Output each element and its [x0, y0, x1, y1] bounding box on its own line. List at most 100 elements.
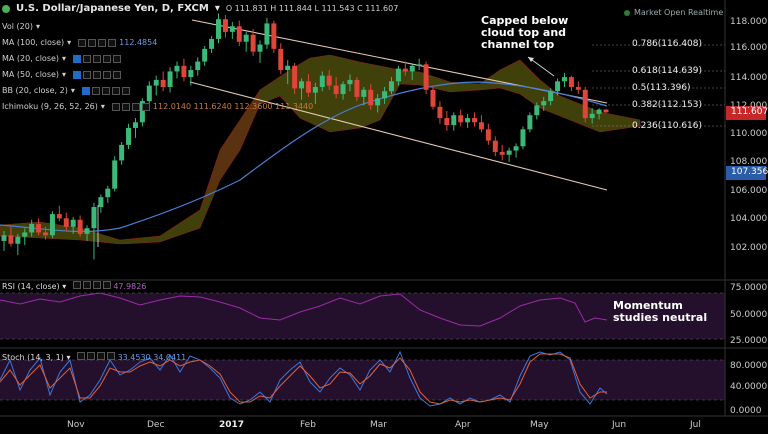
rsi-band — [0, 293, 725, 339]
ichimoku-cloud — [0, 54, 641, 245]
indicator-controls[interactable] — [81, 86, 130, 95]
candle-body — [153, 79, 159, 86]
chevron-down-icon[interactable]: ▾ — [214, 3, 220, 14]
rsi-tick: 75.0000 — [730, 283, 768, 293]
candle-body — [395, 68, 401, 82]
stoch-band — [0, 360, 725, 400]
candle-body — [126, 127, 132, 145]
indicator-controls[interactable] — [77, 352, 116, 360]
candle-body — [409, 65, 415, 72]
price-tick: 116.000 — [730, 43, 768, 53]
chevron-down-icon[interactable]: ▾ — [100, 102, 105, 111]
indicator-label: Ichimoku (9, 26, 52, 26) — [2, 102, 98, 111]
fib-level-label: 0.618(114.639) — [632, 66, 703, 76]
candle-body — [340, 84, 346, 95]
candle-body — [1, 235, 7, 241]
candle-body — [513, 146, 519, 151]
market-status-label: Market Open Realtime — [634, 8, 724, 17]
indicator-row-bb[interactable]: BB (20, close, 2) ▾ — [2, 86, 130, 95]
indicator-controls[interactable] — [72, 281, 111, 289]
annotation-momentum: Momentum studies neutral — [613, 299, 708, 324]
chevron-down-icon[interactable]: ▾ — [67, 38, 72, 47]
market-status: Market Open Realtime — [624, 8, 723, 17]
candle-body — [603, 109, 609, 113]
candle-body — [174, 65, 180, 72]
market-open-icon — [624, 9, 630, 16]
candle-body — [271, 23, 277, 49]
stoch-tick: 0.0000 — [730, 406, 762, 416]
candle-body — [520, 129, 526, 147]
ma-price-tag: 107.356 — [731, 167, 768, 177]
candle-body — [236, 26, 242, 42]
indicator-row-vol[interactable]: Vol (20) ▾ — [2, 22, 40, 31]
price-tick: 102.000 — [730, 243, 768, 253]
price-tick: 104.000 — [730, 214, 768, 224]
candle-body — [423, 64, 429, 90]
candle-body — [29, 223, 35, 233]
rsi-line — [0, 292, 608, 327]
indicator-controls[interactable] — [111, 102, 150, 111]
chevron-down-icon[interactable]: ▾ — [62, 54, 67, 63]
chevron-down-icon[interactable]: ▾ — [35, 22, 40, 31]
month-label: Dec — [147, 420, 165, 430]
current-price-tag: 111.607 — [731, 107, 768, 117]
candle-body — [568, 77, 574, 87]
channel-bottom — [189, 81, 608, 191]
indicator-row-ma100[interactable]: MA (100, close) ▾ 112.4854 — [2, 38, 157, 47]
symbol-name[interactable]: U.S. Dollar/Japanese Yen, D, FXCM — [16, 3, 209, 14]
indicator-controls[interactable] — [73, 54, 122, 63]
candle-body — [243, 34, 249, 42]
candle-body — [70, 219, 76, 227]
rsi-tick: 50.0000 — [730, 310, 768, 320]
candle-body — [250, 34, 256, 52]
candle-body — [257, 44, 263, 52]
candle-body — [181, 65, 187, 78]
candle-body — [305, 81, 311, 93]
candle-body — [416, 64, 422, 66]
month-label: Jun — [612, 420, 627, 430]
candle-body — [98, 197, 104, 208]
candle-body — [361, 89, 367, 97]
indicator-value: 112.4854 — [119, 38, 158, 47]
indicator-row-ichimoku[interactable]: Ichimoku (9, 26, 52, 26) ▾ 112.0140 111.6… — [2, 102, 313, 111]
candle-body — [444, 118, 450, 126]
stoch-k-line — [0, 350, 608, 407]
candle-body — [49, 214, 55, 236]
candle-body — [36, 223, 42, 233]
candle-body — [582, 89, 588, 119]
indicator-row-ma20[interactable]: MA (20, close) ▾ — [2, 54, 122, 63]
candle-body — [437, 106, 443, 119]
chevron-down-icon[interactable]: ▾ — [62, 282, 67, 291]
price-tick: 112.000 — [730, 101, 768, 111]
candle-body — [160, 79, 166, 87]
indicator-controls[interactable] — [73, 70, 122, 79]
candle-body — [264, 23, 270, 45]
candle-body — [451, 115, 457, 126]
candle-body — [326, 75, 332, 86]
candle-body — [167, 71, 173, 87]
candle-body — [347, 79, 353, 85]
chevron-down-icon[interactable]: ▾ — [62, 70, 67, 79]
indicator-label: MA (20, close) — [2, 54, 60, 63]
month-label: May — [530, 420, 549, 430]
indicator-row-ma50[interactable]: MA (50, close) ▾ — [2, 70, 122, 79]
candle-body — [492, 140, 498, 152]
candle-body — [319, 75, 325, 87]
candle-body — [202, 48, 208, 62]
candle-body — [555, 81, 561, 92]
candle-body — [368, 89, 374, 106]
month-label: 2017 — [219, 420, 245, 430]
candle-body — [312, 86, 318, 93]
chevron-down-icon[interactable]: ▾ — [70, 86, 75, 95]
stoch-legend[interactable]: Stoch (14, 3, 1) ▾ 33.4530 34.0411 — [2, 352, 187, 362]
chevron-down-icon[interactable]: ▾ — [66, 353, 71, 362]
candle-body — [285, 65, 291, 71]
rsi-legend[interactable]: RSI (14, close) ▾ 47.9826 — [2, 281, 147, 291]
candle-body — [499, 151, 505, 155]
indicator-label: Vol (20) — [2, 22, 33, 31]
candle-body — [209, 38, 215, 49]
candle-body — [596, 109, 602, 114]
indicator-controls[interactable] — [78, 38, 117, 47]
candle-body — [84, 228, 90, 234]
